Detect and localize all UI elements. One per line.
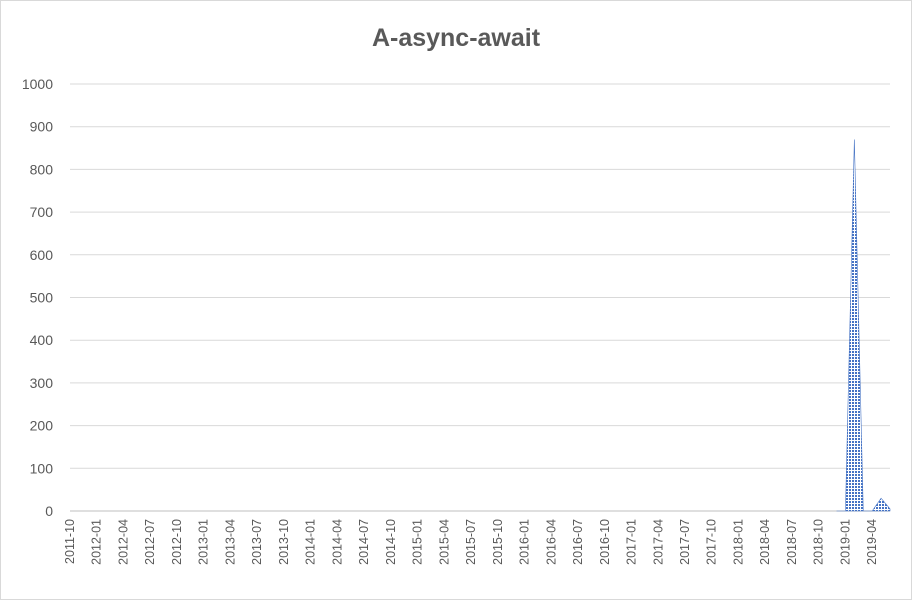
x-tick-label: 2017-07: [678, 519, 692, 565]
x-tick-label: 2017-04: [651, 519, 665, 565]
y-tick-label: 200: [30, 418, 54, 434]
x-tick-label: 2014-01: [304, 519, 318, 565]
x-tick-label: 2016-01: [518, 519, 532, 565]
y-tick-label: 800: [30, 161, 54, 177]
x-tick-label: 2015-10: [491, 519, 505, 565]
x-tick-label: 2012-01: [90, 519, 104, 565]
y-axis: 0 100 200 300 400 500 600 700 800 900 1000: [22, 76, 53, 519]
x-tick-label: 2012-10: [170, 519, 184, 565]
x-tick-label: 2019-01: [838, 519, 852, 565]
x-tick-label: 2018-04: [758, 519, 772, 565]
x-tick-label: 2013-04: [223, 519, 237, 565]
y-tick-label: 900: [30, 119, 54, 135]
x-tick-label: 2011-10: [63, 519, 77, 564]
x-tick-label: 2015-04: [437, 519, 451, 565]
y-tick-label: 500: [30, 290, 54, 306]
x-tick-label: 2019-04: [865, 519, 879, 565]
y-tick-label: 400: [30, 332, 54, 348]
x-tick-label: 2015-07: [464, 519, 478, 565]
x-tick-label: 2016-10: [598, 519, 612, 565]
x-tick-label: 2018-10: [812, 519, 826, 565]
x-tick-label: 2013-01: [197, 519, 211, 565]
x-tick-label: 2013-07: [250, 519, 264, 565]
y-tick-label: 300: [30, 375, 54, 391]
chart-title: A-async-await: [371, 24, 541, 52]
x-tick-label: 2014-10: [384, 519, 398, 565]
y-tick-label: 100: [30, 460, 54, 476]
x-tick-label: 2014-04: [330, 519, 344, 565]
x-tick-label: 2012-04: [116, 519, 130, 565]
x-tick-label: 2017-10: [705, 519, 719, 565]
x-tick-label: 2012-07: [143, 519, 157, 565]
x-tick-label: 2016-04: [544, 519, 558, 565]
x-tick-label: 2015-01: [411, 519, 425, 565]
x-tick-label: 2018-01: [731, 519, 745, 565]
y-tick-label: 1000: [22, 76, 53, 92]
y-tick-label: 600: [30, 247, 54, 263]
y-tick-label: 700: [30, 204, 54, 220]
x-tick-label: 2014-07: [357, 519, 371, 565]
series-area: [836, 139, 891, 512]
x-tick-label: 2016-07: [571, 519, 585, 565]
x-tick-label: 2013-10: [277, 519, 291, 565]
series-area-shape: [836, 139, 891, 512]
x-axis: 2011-10 2012-01 2012-04 2012-07 2012-10 2013-…: [63, 519, 879, 565]
y-tick-label: 0: [45, 503, 53, 519]
x-tick-label: 2018-07: [785, 519, 799, 565]
x-tick-label: 2017-01: [625, 519, 639, 565]
gridlines: [70, 83, 890, 512]
